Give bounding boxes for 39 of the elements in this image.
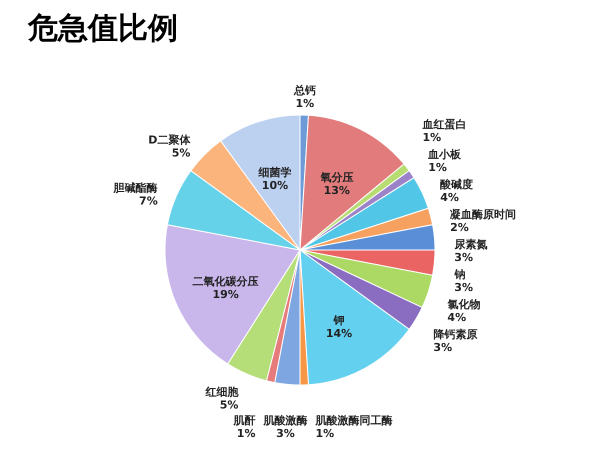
data-label: 3% (454, 281, 473, 294)
data-label: 3% (433, 341, 452, 354)
slice-label: 氯化物 (446, 298, 480, 312)
slice-label: 钠 (453, 268, 466, 282)
chart-title: 危急值比例 (28, 10, 178, 48)
slice-label: 酸碱度 (440, 178, 474, 192)
slice-label: 总钙 (292, 84, 316, 97)
slice-label: 红细胞 (204, 385, 240, 398)
data-label: 1% (315, 427, 334, 440)
data-label: 1% (236, 427, 256, 440)
data-label: 4% (440, 191, 459, 204)
data-label: 19% (212, 288, 239, 302)
slice-label: 肌酸激酶 (262, 414, 308, 427)
data-label: 2% (450, 221, 469, 234)
data-label: 3% (276, 427, 295, 440)
slice-label: 降钙素原 (433, 328, 478, 342)
slice-label: D二聚体 (148, 133, 192, 146)
slice-label: 氧分压 (319, 170, 354, 184)
data-label: 5% (220, 398, 238, 412)
slice-label: 肌酐 (232, 414, 256, 427)
data-label: 5% (172, 146, 190, 160)
data-label: 1% (428, 161, 447, 174)
data-label: 1% (422, 131, 442, 144)
data-label: 13% (324, 184, 350, 197)
slice-label: 尿素氮 (453, 238, 488, 252)
slice-label: 血红蛋白 (421, 118, 466, 132)
slice-label: 凝血酶原时间 (450, 208, 516, 222)
slice-label: 胆碱酯酶 (112, 181, 158, 194)
data-label: 14% (326, 326, 352, 340)
data-label: 4% (447, 311, 466, 324)
slice-label: 钾 (332, 314, 345, 327)
slice-label: 血小板 (427, 148, 462, 162)
data-label: 10% (262, 178, 288, 192)
data-label: 1% (296, 97, 314, 110)
slice-label: 肌酸激酶同工酶 (314, 414, 392, 427)
data-label: 7% (139, 194, 158, 208)
slice-label: 二氧化碳分压 (192, 275, 259, 288)
data-label: 3% (454, 251, 473, 264)
slice-label: 细菌学 (257, 166, 292, 179)
